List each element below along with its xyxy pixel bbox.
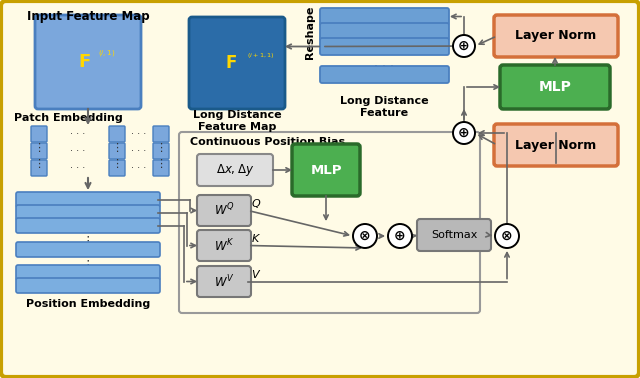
Text: Position Embedding: Position Embedding <box>26 299 150 309</box>
Text: Layer Norm: Layer Norm <box>515 138 596 152</box>
FancyBboxPatch shape <box>197 266 251 297</box>
FancyBboxPatch shape <box>197 154 273 186</box>
Text: Input Feature Map: Input Feature Map <box>27 10 149 23</box>
Text: · · ·: · · · <box>70 146 86 156</box>
FancyBboxPatch shape <box>494 15 618 57</box>
Text: ⋮: ⋮ <box>156 160 166 169</box>
Text: $W^V$: $W^V$ <box>214 273 234 290</box>
FancyBboxPatch shape <box>16 278 160 293</box>
Text: ⋮: ⋮ <box>33 143 45 152</box>
FancyBboxPatch shape <box>109 143 125 159</box>
Text: · · ·: · · · <box>374 60 394 73</box>
FancyBboxPatch shape <box>16 265 160 280</box>
FancyBboxPatch shape <box>16 218 160 233</box>
Text: ⋮: ⋮ <box>156 143 166 152</box>
Text: $Q$: $Q$ <box>251 197 261 209</box>
FancyBboxPatch shape <box>153 160 169 176</box>
Text: Long Distance: Long Distance <box>340 96 429 106</box>
Text: ⊗: ⊗ <box>359 229 371 243</box>
Circle shape <box>353 224 377 248</box>
Text: Layer Norm: Layer Norm <box>515 29 596 42</box>
FancyBboxPatch shape <box>417 219 491 251</box>
FancyBboxPatch shape <box>16 242 160 257</box>
FancyBboxPatch shape <box>320 66 449 83</box>
Text: MLP: MLP <box>539 80 572 94</box>
Text: $V$: $V$ <box>251 268 261 280</box>
Text: ⊕: ⊕ <box>458 126 470 140</box>
Text: ⊕: ⊕ <box>458 39 470 53</box>
Text: · · ·: · · · <box>70 163 86 173</box>
Circle shape <box>388 224 412 248</box>
Text: · · ·: · · · <box>131 129 147 139</box>
FancyBboxPatch shape <box>494 124 618 166</box>
Text: ⊕: ⊕ <box>394 229 406 243</box>
FancyBboxPatch shape <box>109 160 125 176</box>
Text: MLP: MLP <box>310 164 342 177</box>
Text: $^{(i,1)}$: $^{(i,1)}$ <box>98 51 115 61</box>
FancyBboxPatch shape <box>31 160 47 176</box>
Text: Feature Map: Feature Map <box>198 122 276 132</box>
FancyBboxPatch shape <box>197 230 251 261</box>
FancyBboxPatch shape <box>109 126 125 142</box>
Circle shape <box>495 224 519 248</box>
Text: $\Delta x, \Delta y$: $\Delta x, \Delta y$ <box>216 162 254 178</box>
Text: Feature: Feature <box>360 108 408 118</box>
FancyBboxPatch shape <box>31 143 47 159</box>
Text: Patch Embedding: Patch Embedding <box>14 113 123 123</box>
FancyBboxPatch shape <box>16 205 160 220</box>
Text: Continuous Position Bias: Continuous Position Bias <box>190 137 345 147</box>
Text: $W^Q$: $W^Q$ <box>214 202 234 219</box>
FancyBboxPatch shape <box>31 126 47 142</box>
Text: ⋮: ⋮ <box>82 235 94 248</box>
Text: ⊗: ⊗ <box>501 229 513 243</box>
Text: · · ·: · · · <box>131 146 147 156</box>
Text: ⋮: ⋮ <box>111 160 123 169</box>
Text: Softmax: Softmax <box>431 230 477 240</box>
Text: $\mathbf{F}$: $\mathbf{F}$ <box>77 53 90 71</box>
Text: · · ·: · · · <box>70 129 86 139</box>
Text: ⋮: ⋮ <box>33 160 45 169</box>
Text: Long Distance: Long Distance <box>193 110 282 120</box>
FancyBboxPatch shape <box>292 144 360 196</box>
Text: $\mathbf{F}$: $\mathbf{F}$ <box>225 54 237 72</box>
FancyBboxPatch shape <box>153 126 169 142</box>
FancyBboxPatch shape <box>320 23 449 40</box>
Text: $W^K$: $W^K$ <box>214 237 234 254</box>
FancyBboxPatch shape <box>197 195 251 226</box>
Text: ⋮: ⋮ <box>82 260 94 273</box>
FancyBboxPatch shape <box>320 38 449 55</box>
FancyBboxPatch shape <box>35 15 141 109</box>
Circle shape <box>453 35 475 57</box>
FancyBboxPatch shape <box>189 17 285 109</box>
FancyBboxPatch shape <box>16 192 160 207</box>
Text: Reshape: Reshape <box>305 6 315 59</box>
Text: $^{(i+1,1)}$: $^{(i+1,1)}$ <box>247 53 275 62</box>
Text: $K$: $K$ <box>251 232 261 244</box>
FancyBboxPatch shape <box>500 65 610 109</box>
Circle shape <box>453 122 475 144</box>
Text: · · ·: · · · <box>131 163 147 173</box>
FancyBboxPatch shape <box>320 8 449 25</box>
FancyBboxPatch shape <box>153 143 169 159</box>
Text: ⋮: ⋮ <box>111 143 123 152</box>
